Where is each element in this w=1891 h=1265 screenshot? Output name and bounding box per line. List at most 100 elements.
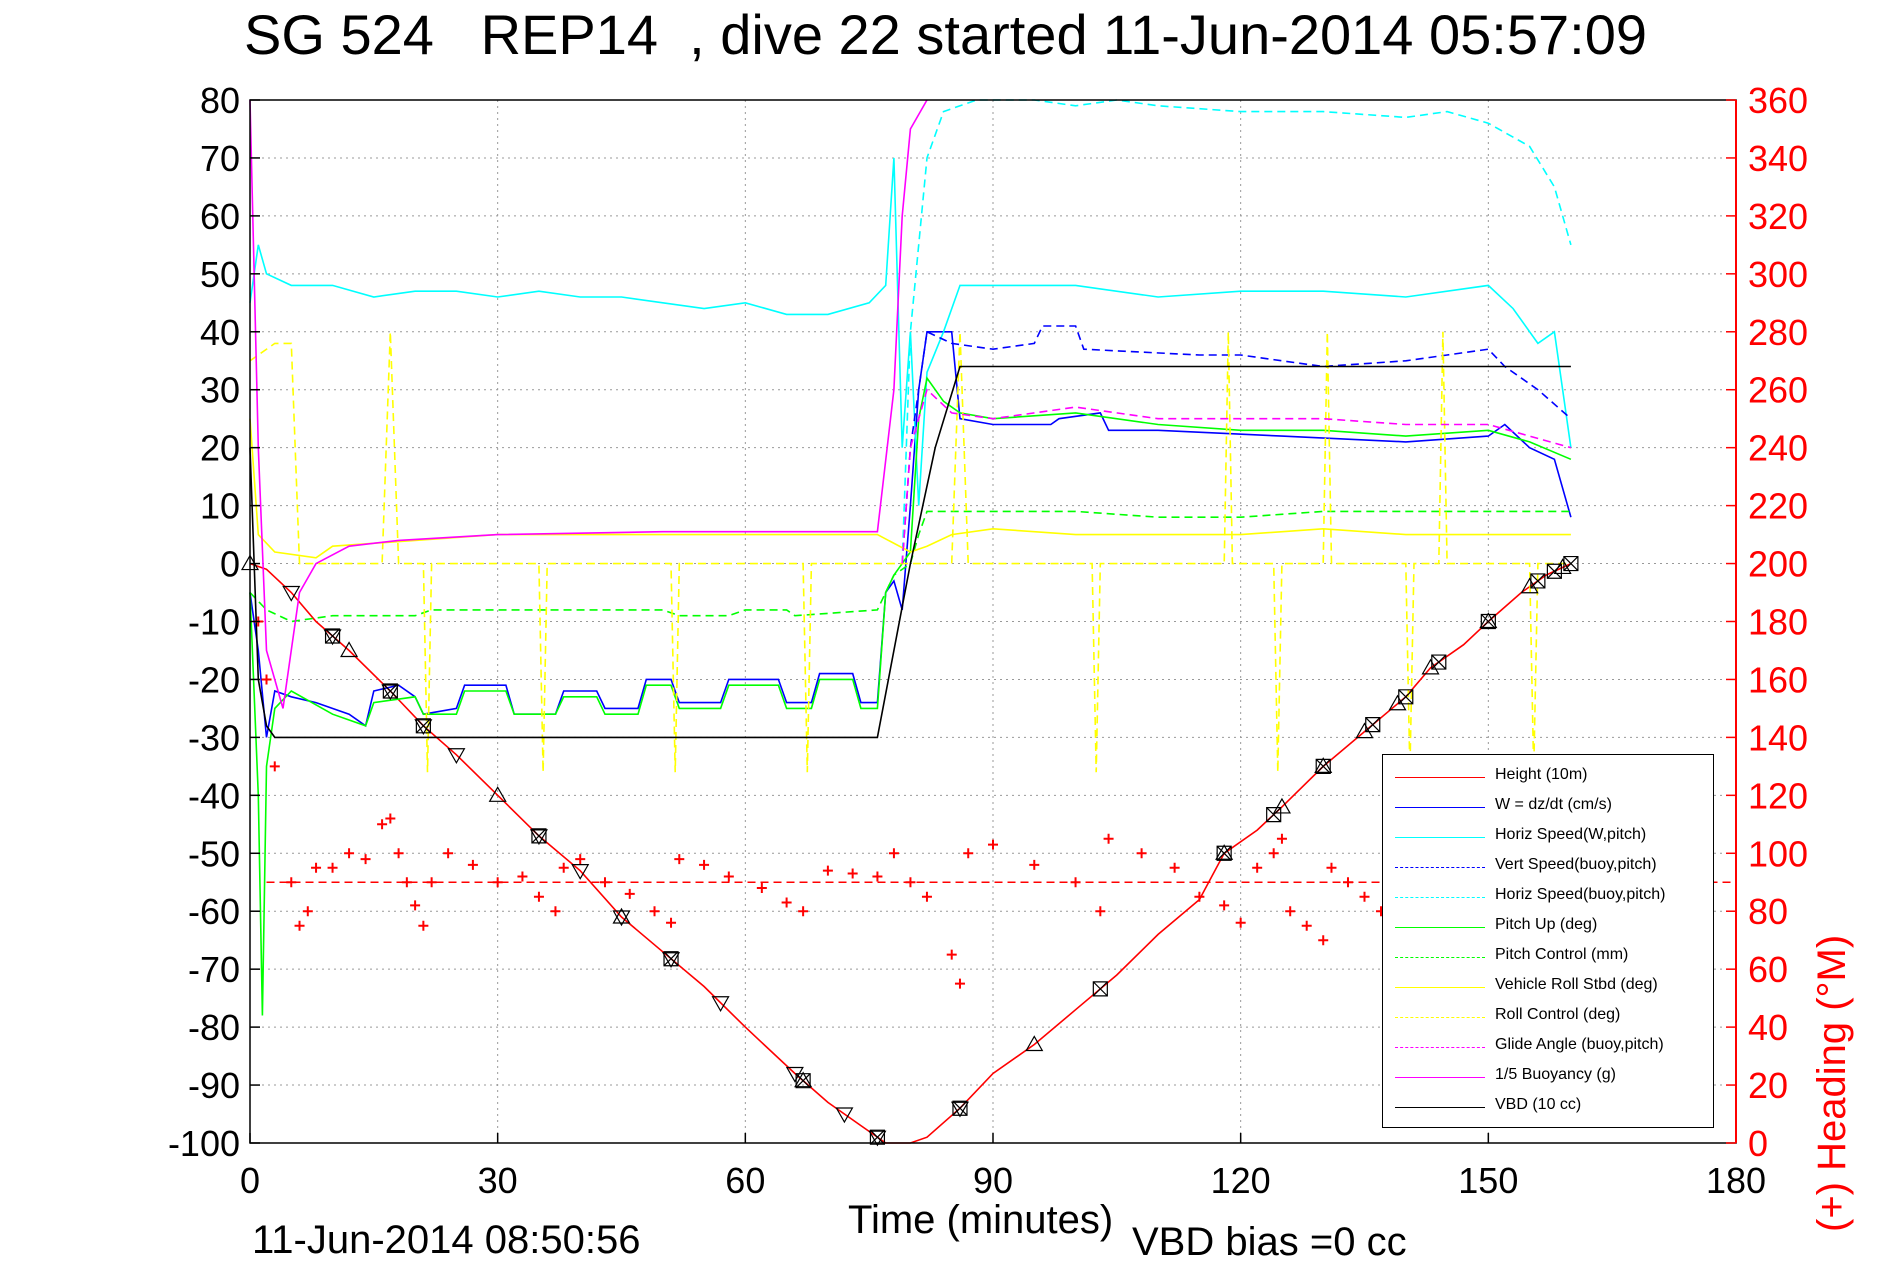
heading-point xyxy=(1326,862,1337,873)
legend-swatch xyxy=(1395,1107,1485,1108)
legend-entry: 1/5 Buoyancy (g) xyxy=(1383,1063,1713,1093)
legend: Height (10m) W = dz/dt (cm/s) Horiz Speed(… xyxy=(1382,754,1714,1128)
down-triangle-marker xyxy=(323,629,342,646)
legend-entry: VBD (10 cc) xyxy=(1383,1093,1713,1123)
y-tick-label: -10 xyxy=(188,602,240,643)
legend-label: 1/5 Buoyancy (g) xyxy=(1495,1066,1616,1083)
heading-point xyxy=(1301,920,1312,931)
legend-label: Pitch Control (mm) xyxy=(1495,946,1629,963)
up-triangle-marker xyxy=(1421,658,1440,675)
heading-point xyxy=(781,897,792,908)
legend-swatch xyxy=(1395,897,1485,898)
legend-swatch xyxy=(1395,1047,1485,1048)
y2-tick-label: 340 xyxy=(1748,138,1808,179)
y2-tick-label: 180 xyxy=(1748,602,1808,643)
heading-point xyxy=(426,877,437,888)
y-tick-label: -50 xyxy=(188,833,240,874)
legend-entry: Vehicle Roll Stbd (deg) xyxy=(1383,973,1713,1003)
heading-point xyxy=(261,674,272,685)
series-layer xyxy=(249,99,1572,1144)
heading-point xyxy=(410,900,421,911)
legend-entry: Pitch Up (deg) xyxy=(1383,913,1713,943)
series-line-3 xyxy=(249,157,1572,506)
x-axis-label: Time (minutes) xyxy=(848,1198,1114,1242)
heading-point xyxy=(302,906,313,917)
down-triangle-marker xyxy=(381,684,400,701)
series-line-1 xyxy=(249,562,1572,1144)
series-line-5 xyxy=(901,99,1572,564)
crossed-square-marker xyxy=(324,628,341,644)
chart-title: SG 524 REP14 , dive 22 started 11-Jun-20… xyxy=(244,3,1647,66)
legend-swatch xyxy=(1395,987,1485,988)
y-tick-label: 30 xyxy=(200,370,240,411)
y-tick-label: 40 xyxy=(200,312,240,353)
x-tick-label: 180 xyxy=(1706,1160,1766,1201)
y-tick-label: 70 xyxy=(200,138,240,179)
down-triangle-marker xyxy=(282,585,301,602)
y-tick-label: -70 xyxy=(188,949,240,990)
x-tick-label: 60 xyxy=(725,1160,765,1201)
heading-point xyxy=(1070,877,1081,888)
heading-point xyxy=(1268,848,1279,859)
heading-point xyxy=(674,854,685,865)
x-tick-label: 120 xyxy=(1211,1160,1271,1201)
y2-tick-label: 40 xyxy=(1748,1007,1788,1048)
down-triangle-marker xyxy=(868,1130,887,1147)
crossed-square-marker xyxy=(1315,758,1331,774)
up-triangle-marker xyxy=(1272,797,1291,814)
marker-layer xyxy=(240,554,1579,1147)
y2-tick-label: 0 xyxy=(1748,1123,1768,1164)
y-tick-label: 10 xyxy=(200,486,240,527)
legend-entry: Horiz Speed(buoy,pitch) xyxy=(1383,883,1713,913)
heading-point xyxy=(327,862,338,873)
legend-entry: Pitch Control (mm) xyxy=(1383,943,1713,973)
series-line-10 xyxy=(901,388,1572,564)
series-line-12 xyxy=(249,365,1571,739)
legend-entry: Glide Angle (buoy,pitch) xyxy=(1383,1033,1713,1063)
heading-point xyxy=(492,877,503,888)
y2-tick-label: 280 xyxy=(1748,312,1808,353)
x-tick-label: 30 xyxy=(478,1160,518,1201)
y2-tick-label: 20 xyxy=(1748,1065,1788,1106)
heading-point xyxy=(1169,862,1180,873)
heading-point xyxy=(517,871,528,882)
series-line-2 xyxy=(249,331,1572,738)
crossed-square-marker xyxy=(415,718,431,734)
heading-point xyxy=(269,761,280,772)
legend-entry: Height (10m) xyxy=(1383,763,1713,793)
heading-point xyxy=(286,877,297,888)
y-tick-label: -90 xyxy=(188,1065,240,1106)
legend-label: Vert Speed(buoy,pitch) xyxy=(1495,856,1657,873)
crossed-square-marker xyxy=(663,951,679,967)
up-triangle-marker xyxy=(1388,694,1407,711)
legend-swatch xyxy=(1395,927,1485,928)
footer-timestamp: 11-Jun-2014 08:50:56 xyxy=(252,1218,641,1262)
heading-point xyxy=(666,917,677,928)
y-tick-label: -60 xyxy=(188,891,240,932)
crossed-square-marker xyxy=(1563,555,1579,572)
heading-point xyxy=(756,883,767,894)
heading-point xyxy=(385,813,396,824)
legend-label: Pitch Up (deg) xyxy=(1495,916,1598,933)
down-triangle-marker xyxy=(447,748,466,764)
up-triangle-marker xyxy=(1355,722,1374,739)
crossed-square-marker xyxy=(1530,573,1546,589)
heading-point xyxy=(558,862,569,873)
y2-tick-label: 240 xyxy=(1748,428,1808,469)
heading-point xyxy=(963,848,974,859)
y2-tick-label: 320 xyxy=(1748,196,1808,237)
y-tick-label: 20 xyxy=(200,428,240,469)
y2-tick-label: 200 xyxy=(1748,544,1808,585)
series-line-4 xyxy=(901,325,1572,564)
y2-tick-label: 120 xyxy=(1748,775,1808,816)
down-triangle-marker xyxy=(785,1066,804,1083)
y2-tick-label: 140 xyxy=(1748,717,1808,758)
heading-point xyxy=(905,877,916,888)
legend-label: Horiz Speed(W,pitch) xyxy=(1495,826,1647,843)
y-tick-label: -100 xyxy=(168,1123,240,1164)
legend-swatch xyxy=(1395,957,1485,958)
heading-point xyxy=(1029,859,1040,870)
down-triangle-marker xyxy=(414,719,433,736)
heading-point xyxy=(1219,900,1230,911)
